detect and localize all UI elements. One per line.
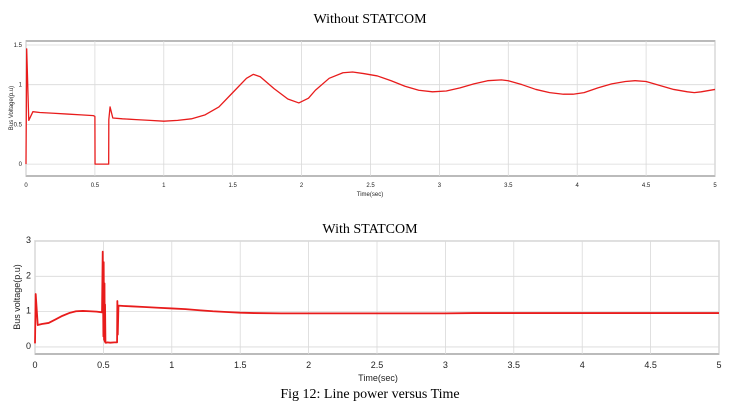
x-tick-label: 1.5	[234, 360, 247, 370]
x-tick-label: 0	[32, 360, 37, 370]
chart-title: With STATCOM	[322, 222, 418, 237]
x-tick-label: 2	[300, 183, 304, 189]
x-tick-label: 4	[580, 360, 585, 370]
figure-caption: Fig 12: Line power versus Time	[280, 387, 459, 402]
x-axis-label: Time(sec)	[357, 192, 383, 198]
tick-labels: 0 0.5 1 1.5 2 2.5 3 3.5 4 4.5 5 0 0.5 1 1.5	[14, 43, 718, 189]
x-tick-label: 0.5	[97, 360, 110, 370]
y-axis-label: Bus voltage(p.u)	[12, 264, 22, 330]
x-tick-label: 0	[24, 183, 28, 189]
x-tick-label: 4.5	[644, 360, 657, 370]
x-tick-label: 2	[306, 360, 311, 370]
x-tick-label: 3.5	[504, 183, 513, 189]
y-tick-label: 1.5	[14, 43, 23, 49]
y-tick-label: 3	[26, 235, 31, 245]
chart-with-statcom: With STATCOM 0 0.5 1 1.5 2 2.5 3 3.5 4 4.5 5 0 1 2 3 T…	[12, 222, 722, 383]
x-axis-label: Time(sec)	[358, 373, 398, 383]
x-tick-label: 2.5	[371, 360, 384, 370]
voltage-line	[25, 48, 716, 165]
x-tick-label: 3.5	[508, 360, 521, 370]
x-tick-label: 1.5	[229, 183, 238, 189]
y-tick-label: 1	[19, 83, 23, 89]
y-tick-label: 2	[26, 270, 31, 280]
tick-labels: 0 0.5 1 1.5 2 2.5 3 3.5 4 4.5 5 0 1 2 3	[26, 235, 722, 370]
x-tick-label: 3	[443, 360, 448, 370]
x-tick-label: 4	[576, 183, 580, 189]
y-axis-label: Bus Voltage(p.u)	[9, 86, 15, 130]
y-tick-label: 0.5	[14, 122, 23, 128]
chart-title: Without STATCOM	[313, 12, 427, 27]
x-tick-label: 5	[716, 360, 721, 370]
y-tick-label: 0	[19, 162, 23, 168]
x-tick-label: 1	[162, 183, 166, 189]
y-tick-label: 0	[26, 341, 31, 351]
x-tick-label: 2.5	[366, 183, 375, 189]
x-tick-label: 5	[713, 183, 717, 189]
x-tick-label: 1	[169, 360, 174, 370]
x-tick-label: 0.5	[91, 183, 100, 189]
chart-without-statcom: Without STATCOM 0 0.5 1 1.5 2 2.5 3 3.5 4 4.5 5 0 0.…	[9, 12, 717, 198]
x-tick-label: 4.5	[642, 183, 651, 189]
y-tick-label: 1	[26, 306, 31, 316]
x-tick-label: 3	[438, 183, 442, 189]
voltage-line	[34, 250, 719, 344]
